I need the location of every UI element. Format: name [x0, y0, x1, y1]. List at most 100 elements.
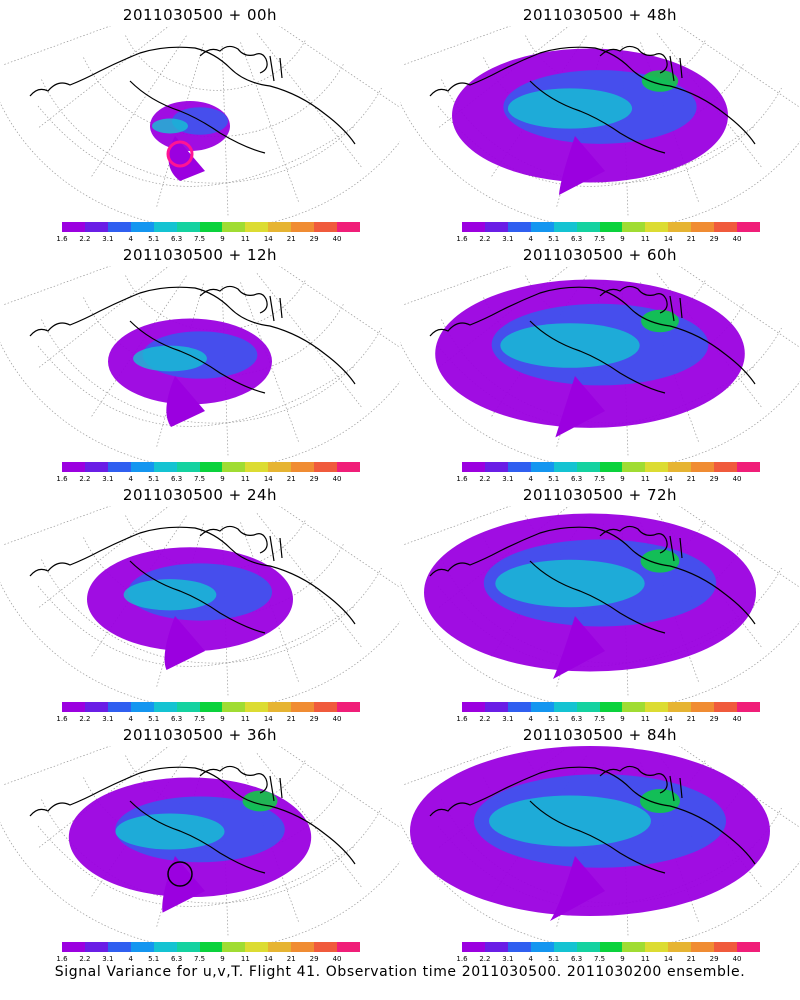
colorbar-label: 4 — [528, 475, 533, 483]
colorbar-swatch — [314, 462, 338, 472]
colorbar-swatch — [553, 942, 577, 952]
colorbar-swatch — [714, 222, 738, 232]
observation-marker — [167, 861, 193, 887]
colorbar-label: 21 — [686, 955, 696, 963]
variance-field — [410, 746, 770, 921]
colorbar-label: 40 — [732, 475, 742, 483]
colorbar-swatch — [668, 702, 692, 712]
colorbar-label: 4 — [128, 955, 133, 963]
colorbar-swatch — [107, 222, 131, 232]
polar-map — [0, 746, 400, 942]
colorbar-label: 9 — [620, 235, 625, 243]
colorbar-label: 29 — [709, 475, 719, 483]
colorbar-swatch — [337, 942, 360, 952]
colorbar-label: 29 — [709, 715, 719, 723]
colorbar-swatch — [484, 222, 508, 232]
colorbar-label: 14 — [663, 955, 673, 963]
variance-field — [108, 318, 272, 427]
coastline — [29, 45, 356, 154]
colorbar-label: 9 — [220, 955, 225, 963]
colorbar-swatch — [462, 462, 485, 472]
colorbar-swatch — [484, 462, 508, 472]
colorbar-label: 14 — [263, 715, 273, 723]
colorbar-swatch — [222, 222, 246, 232]
colorbar-label: 7.5 — [193, 235, 206, 243]
colorbar-swatch — [291, 702, 315, 712]
panel-title: 2011030500 + 36h — [122, 726, 278, 744]
colorbar-label: 3.1 — [102, 475, 114, 483]
colorbar-label: 1.6 — [456, 715, 468, 723]
colorbar-label: 4 — [128, 235, 133, 243]
colorbar-swatch — [199, 222, 223, 232]
colorbar-label: 1.6 — [56, 955, 68, 963]
colorbar-label: 14 — [263, 475, 273, 483]
colorbar-swatch — [622, 942, 646, 952]
colorbar-swatch — [130, 222, 154, 232]
colorbar-swatch — [107, 942, 131, 952]
colorbar-swatch — [691, 222, 715, 232]
colorbar-swatch — [245, 462, 269, 472]
colorbar-swatch — [291, 462, 315, 472]
colorbar-swatch — [337, 702, 360, 712]
colorbar-swatch — [130, 702, 154, 712]
colorbar-swatch — [84, 462, 108, 472]
colorbar-label: 1.6 — [56, 715, 68, 723]
colorbar — [462, 462, 760, 472]
coastline — [29, 285, 356, 394]
colorbar-label: 40 — [732, 235, 742, 243]
colorbar-label: 11 — [240, 715, 250, 723]
variance-field — [452, 48, 728, 195]
colorbar-label: 1.6 — [456, 475, 468, 483]
map-panel: 2011030500 + 72h 1.6 2.2 3.1 4 5.1 6.3 7.5 9 11 14… — [400, 480, 800, 723]
colorbar-label: 21 — [686, 475, 696, 483]
colorbar-swatch — [84, 942, 108, 952]
map-panel: 2011030500 + 24h 1.6 2.2 3.1 4 5.1 6.3 7.5 9 11 14… — [0, 480, 400, 723]
colorbar-label: 29 — [709, 955, 719, 963]
colorbar-label: 2.2 — [79, 715, 91, 723]
colorbar-label: 40 — [332, 475, 342, 483]
colorbar-label: 29 — [709, 235, 719, 243]
colorbar-label: 4 — [528, 715, 533, 723]
colorbar-label: 29 — [309, 715, 319, 723]
colorbar-swatch — [153, 222, 177, 232]
colorbar-swatch — [507, 222, 531, 232]
colorbar — [462, 222, 760, 232]
colorbar-swatch — [530, 462, 554, 472]
colorbar-swatch — [599, 942, 623, 952]
colorbar-label: 5.1 — [548, 955, 560, 963]
colorbar-swatch — [176, 942, 200, 952]
colorbar-label: 9 — [220, 235, 225, 243]
colorbar-label: 5.1 — [148, 475, 160, 483]
colorbar-swatch — [176, 462, 200, 472]
colorbar-swatch — [291, 942, 315, 952]
colorbar-swatch — [176, 222, 200, 232]
colorbar-label: 2.2 — [79, 235, 91, 243]
polar-map — [0, 506, 400, 702]
map-panel: 2011030500 + 60h 1.6 2.2 3.1 4 5.1 6.3 7.5 9 11 14… — [400, 240, 800, 483]
colorbar-label: 4 — [128, 475, 133, 483]
colorbar-label: 29 — [309, 955, 319, 963]
colorbar-label: 4 — [528, 235, 533, 243]
colorbar-swatch — [737, 462, 760, 472]
colorbar-swatch — [314, 942, 338, 952]
polar-map — [0, 266, 400, 462]
polar-map — [400, 506, 800, 702]
colorbar-labels: 1.6 2.2 3.1 4 5.1 6.3 7.5 9 11 14 21 29 40 — [56, 475, 360, 485]
colorbar-label: 21 — [686, 715, 696, 723]
colorbar-swatch — [737, 702, 760, 712]
colorbar-label: 7.5 — [193, 475, 206, 483]
colorbar-swatch — [268, 462, 292, 472]
panel-title: 2011030500 + 12h — [122, 246, 278, 264]
colorbar-swatch — [668, 942, 692, 952]
colorbar-label: 21 — [286, 955, 296, 963]
colorbar-label: 21 — [686, 235, 696, 243]
colorbar-label: 5.1 — [148, 955, 160, 963]
polar-map — [400, 266, 800, 462]
colorbar-swatch — [268, 942, 292, 952]
colorbar-swatch — [62, 222, 85, 232]
colorbar-swatch — [462, 702, 485, 712]
colorbar-swatch — [691, 702, 715, 712]
colorbar-label: 29 — [309, 475, 319, 483]
colorbar-swatch — [462, 942, 485, 952]
colorbar-swatch — [314, 222, 338, 232]
